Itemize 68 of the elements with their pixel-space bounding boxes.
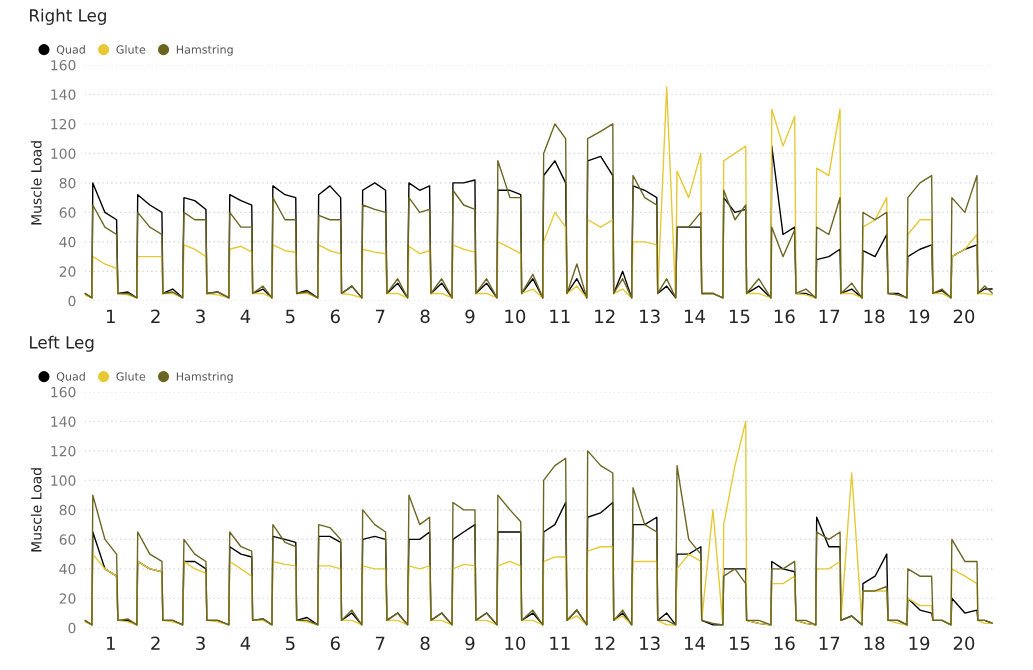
x-tick-label: 14: [685, 309, 706, 323]
x-tick-label: 4: [240, 636, 251, 650]
y-tick-label: 100: [51, 475, 76, 486]
legend-label: Hamstring: [176, 372, 233, 383]
y-tick-label: 60: [59, 207, 76, 218]
y-tick-label: 120: [51, 118, 76, 130]
x-tick-label: 20: [953, 309, 975, 324]
x-tick-label: 20: [953, 636, 975, 651]
legend-label: Glute: [116, 45, 146, 54]
legend-label: Hamstring: [176, 45, 233, 56]
y-tick-label: 0: [68, 622, 76, 634]
y-tick-label: 40: [59, 236, 76, 248]
x-tick-label: 12: [595, 636, 615, 650]
y-tick-label: 160: [51, 59, 76, 71]
x-tick-label: 6: [330, 636, 340, 651]
x-tick-label: 3: [196, 309, 205, 324]
y-axis-title: Muscle Load: [30, 141, 42, 225]
x-tick-label: 8: [420, 309, 430, 324]
x-tick-label: 17: [819, 636, 840, 650]
x-tick-label: 4: [240, 309, 251, 323]
chart-title: Left Leg: [30, 335, 94, 352]
y-tick-label: 20: [59, 266, 76, 277]
x-tick-label: 16: [774, 636, 795, 651]
y-tick-label: 80: [59, 177, 76, 189]
x-tick-label: 15: [729, 309, 750, 324]
x-tick-label: 9: [465, 309, 475, 324]
x-tick-label: 13: [640, 636, 660, 651]
x-tick-label: 6: [330, 309, 340, 324]
x-tick-label: 10: [505, 636, 526, 651]
y-tick-label: 0: [68, 295, 76, 307]
x-tick-label: 1: [106, 636, 115, 650]
x-tick-label: 11: [550, 636, 570, 650]
x-tick-label: 5: [286, 309, 295, 324]
y-axis-title: Muscle Load: [30, 468, 42, 552]
x-tick-label: 10: [505, 309, 526, 324]
y-tick-label: 80: [59, 504, 76, 516]
x-tick-label: 14: [685, 636, 706, 650]
y-tick-label: 20: [59, 593, 76, 604]
x-tick-label: 9: [465, 636, 475, 651]
x-tick-label: 5: [286, 636, 295, 651]
legend-label: Quad: [56, 45, 85, 55]
y-tick-label: 160: [51, 386, 76, 398]
y-tick-label: 100: [51, 148, 76, 159]
y-tick-label: 40: [59, 563, 76, 575]
y-tick-label: 140: [51, 89, 76, 100]
x-tick-label: 13: [640, 309, 660, 324]
chart-title: Right Leg: [30, 8, 106, 25]
x-tick-label: 15: [729, 636, 750, 651]
x-tick-label: 2: [151, 309, 160, 323]
x-tick-label: 18: [864, 309, 885, 324]
legend-label: Quad: [56, 372, 85, 382]
x-tick-label: 8: [420, 636, 430, 651]
x-tick-label: 1: [106, 309, 115, 323]
x-tick-label: 7: [375, 636, 385, 650]
x-tick-label: 16: [774, 309, 795, 324]
x-tick-label: 19: [909, 636, 930, 651]
x-tick-label: 12: [595, 309, 615, 323]
x-tick-label: 17: [819, 309, 840, 323]
legend-label: Glute: [116, 372, 146, 381]
x-tick-label: 7: [375, 309, 385, 323]
x-tick-label: 11: [550, 309, 570, 323]
y-tick-label: 120: [51, 445, 76, 457]
x-tick-label: 3: [196, 636, 205, 651]
x-tick-label: 2: [151, 636, 160, 650]
y-tick-label: 60: [59, 534, 76, 545]
x-tick-label: 19: [909, 309, 930, 324]
y-tick-label: 140: [51, 416, 76, 427]
x-tick-label: 18: [864, 636, 885, 651]
